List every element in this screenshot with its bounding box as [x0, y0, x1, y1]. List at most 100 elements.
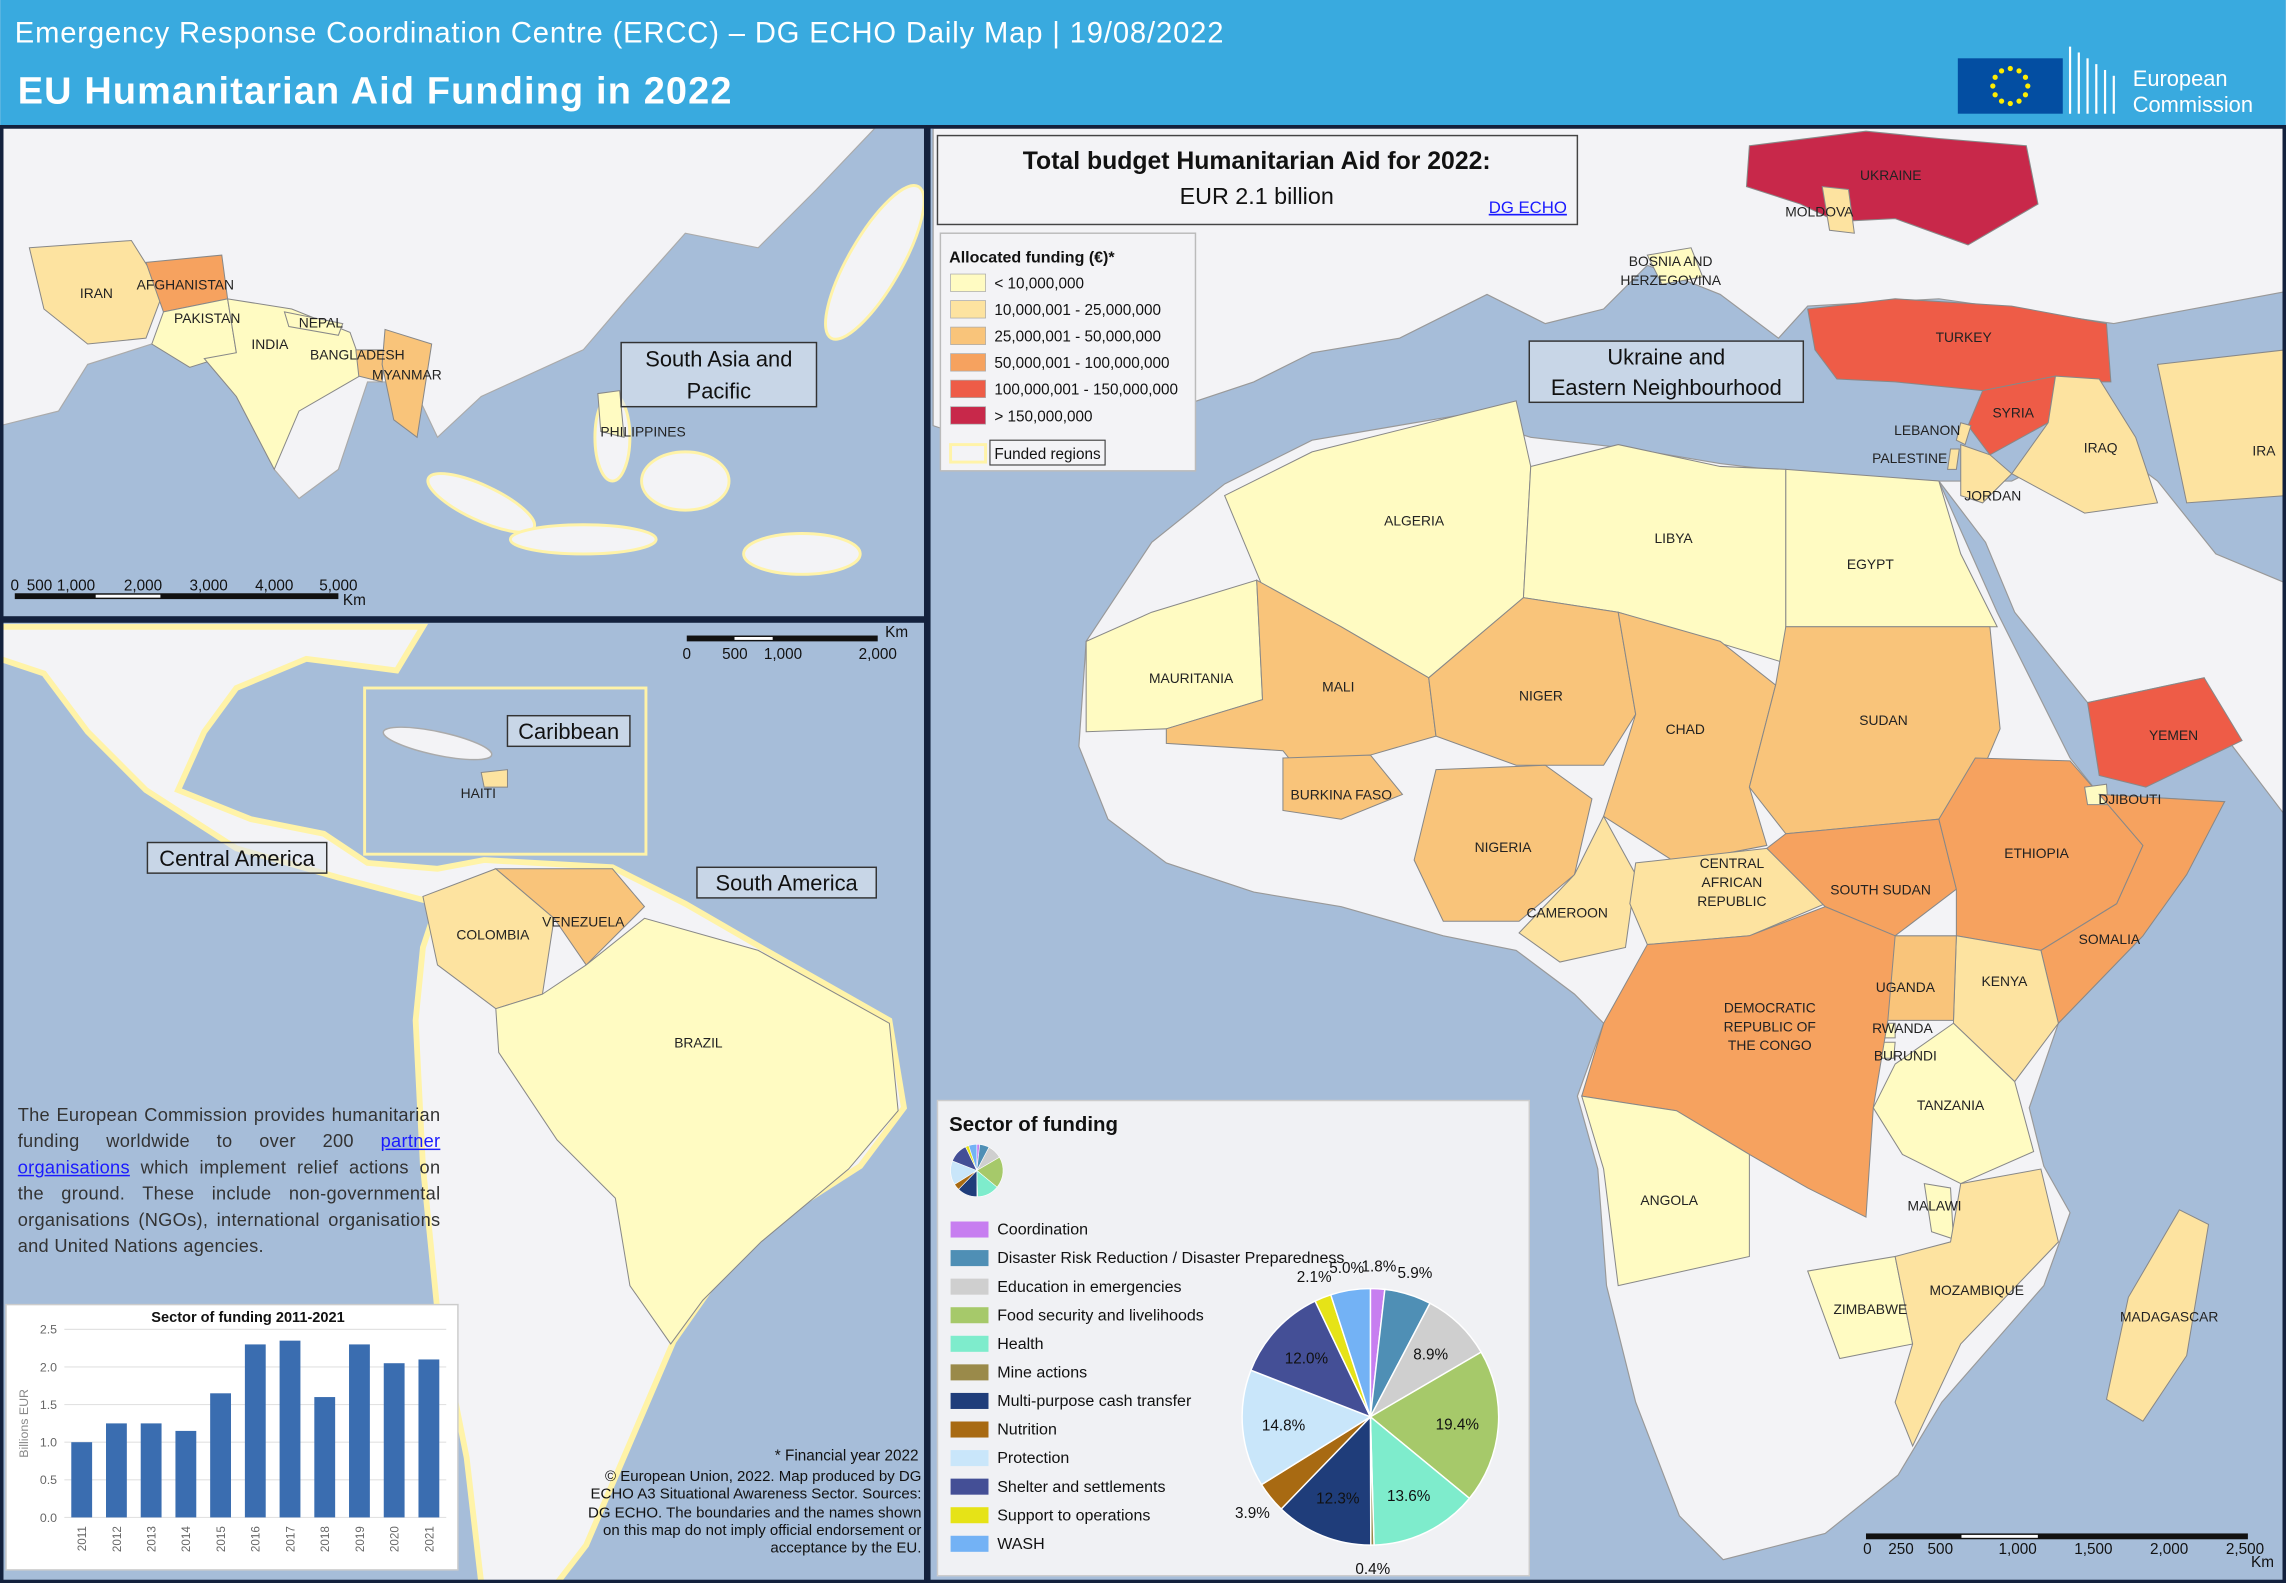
country-label: BRAZIL	[674, 1034, 723, 1050]
pie-value-label: 3.9%	[1235, 1505, 1270, 1522]
country	[2105, 1209, 2210, 1422]
country	[1581, 1095, 1750, 1287]
legend-title: Allocated funding (€)*	[949, 248, 1115, 266]
country-label: MYANMAR	[372, 367, 442, 383]
country-label: YEMEN	[2149, 727, 2198, 743]
link[interactable]: partner organisations	[17, 1131, 441, 1178]
credits: © European Union, 2022. Map produced by …	[588, 1469, 921, 1557]
country	[495, 917, 899, 1345]
country-label: THE CONGO	[1728, 1037, 1812, 1053]
country-label: IRAN	[80, 285, 113, 301]
scale-bar-segment	[95, 594, 161, 598]
financial-note: * Financial year 2022	[775, 1448, 919, 1465]
y-tick-label: 1.0	[40, 1436, 57, 1450]
bar	[175, 1430, 197, 1518]
island	[382, 726, 493, 761]
logo-star	[1992, 74, 1998, 80]
country-label: SYRIA	[1992, 405, 2034, 421]
subtitle: Emergency Response Coordination Centre (…	[15, 17, 1225, 49]
logo-star	[2022, 92, 2029, 98]
country-label: NIGERIA	[1475, 839, 1533, 855]
pie-value-label: 8.9%	[1413, 1347, 1448, 1364]
country-label: NIGER	[1519, 687, 1563, 703]
title: EU Humanitarian Aid Funding in 2022	[18, 70, 733, 112]
x-tick-label: 2020	[389, 1526, 402, 1552]
legend-label: Shelter and settlements	[997, 1478, 1165, 1496]
country	[1646, 247, 1704, 285]
legend-label: Food security and livelihoods	[997, 1306, 1204, 1324]
legend-box	[939, 232, 1197, 472]
legend-swatch	[950, 273, 986, 292]
bar	[349, 1344, 370, 1518]
region-label: South America	[716, 871, 859, 896]
region-label: Eastern Neighbourhood	[1551, 375, 1782, 400]
pie-value-label: 14.8%	[1262, 1418, 1306, 1435]
scale-label: 3,000	[190, 577, 228, 594]
legend-label: Nutrition	[997, 1421, 1057, 1439]
country-label: PALESTINE	[1872, 450, 1947, 466]
pie-slice	[1249, 1300, 1372, 1419]
budget-link[interactable]: DG ECHO	[1489, 198, 1567, 217]
bar	[418, 1359, 440, 1518]
pie-value-label: 19.4%	[1436, 1417, 1480, 1434]
bar	[106, 1423, 127, 1518]
scale-label: 2,000	[124, 577, 162, 594]
scale-label: 4,000	[255, 577, 293, 594]
legend-label: 10,000,001 - 25,000,000	[994, 302, 1161, 319]
x-tick-label: 2017	[284, 1526, 297, 1552]
panel-frame	[0, 124, 928, 620]
logo-star	[2007, 65, 2013, 72]
country	[2086, 677, 2243, 788]
country	[1745, 130, 2039, 246]
country	[1821, 185, 1855, 234]
bar	[140, 1423, 162, 1518]
country-label: BURUNDI	[1874, 1047, 1937, 1063]
x-tick-label: 2012	[111, 1526, 124, 1552]
logo-star	[2016, 68, 2022, 74]
country-label: LIBYA	[1654, 530, 1693, 546]
scale-label: 5,000	[319, 577, 357, 594]
pie-value-label: 2.1%	[1297, 1269, 1332, 1286]
country-label: AFRICAN	[1702, 874, 1763, 890]
pie-slice	[1241, 1369, 1373, 1486]
panel-frame	[0, 619, 928, 1583]
panel-frame	[926, 124, 2286, 1583]
pie-slice	[1280, 1415, 1372, 1546]
legend-swatch	[950, 406, 986, 425]
x-tick-label: 2015	[215, 1526, 228, 1552]
scale-label: 1,000	[1998, 1541, 2036, 1558]
y-axis-label: Billions EUR	[17, 1389, 31, 1458]
bar	[279, 1340, 301, 1518]
country-label: MALI	[1322, 679, 1354, 695]
region-label: Ukraine and	[1607, 344, 1725, 369]
country	[597, 390, 625, 438]
region-label: Central America	[159, 846, 315, 871]
country-label: VENEZUELA	[542, 913, 625, 929]
scale-label: Km	[885, 624, 908, 641]
logo-star	[1998, 68, 2005, 74]
logo-star	[1998, 98, 2005, 104]
legend-label: Multi-purpose cash transfer	[997, 1392, 1192, 1410]
country-label: KENYA	[1982, 973, 2029, 989]
legend-label: > 150,000,000	[994, 408, 1092, 425]
country-label: BURKINA FASO	[1291, 787, 1393, 803]
x-tick-label: 2018	[319, 1526, 332, 1552]
country	[1967, 375, 2057, 456]
country	[1872, 1022, 2035, 1185]
scale-label: 2,000	[859, 646, 897, 663]
pie-value-label: 1.8%	[1362, 1258, 1397, 1275]
scale-label: 0	[1863, 1541, 1872, 1558]
country	[1894, 1168, 2059, 1448]
scale-bar-segment	[1961, 1534, 2038, 1538]
scale-label: Km	[343, 592, 366, 609]
budget-title: Total budget Humanitarian Aid for 2022:	[1023, 148, 1491, 175]
country	[283, 311, 344, 336]
scale-label: 1,500	[2074, 1541, 2112, 1558]
legend-swatch	[950, 1307, 989, 1324]
region-label: South Asia and	[645, 347, 792, 372]
pie-title: Sector of funding	[949, 1114, 1118, 1136]
country-label: HAITI	[461, 785, 496, 801]
scale-label: 250	[1888, 1541, 1914, 1558]
legend-label: Funded regions	[994, 446, 1101, 463]
pie-value-label: 5.9%	[1397, 1265, 1432, 1282]
